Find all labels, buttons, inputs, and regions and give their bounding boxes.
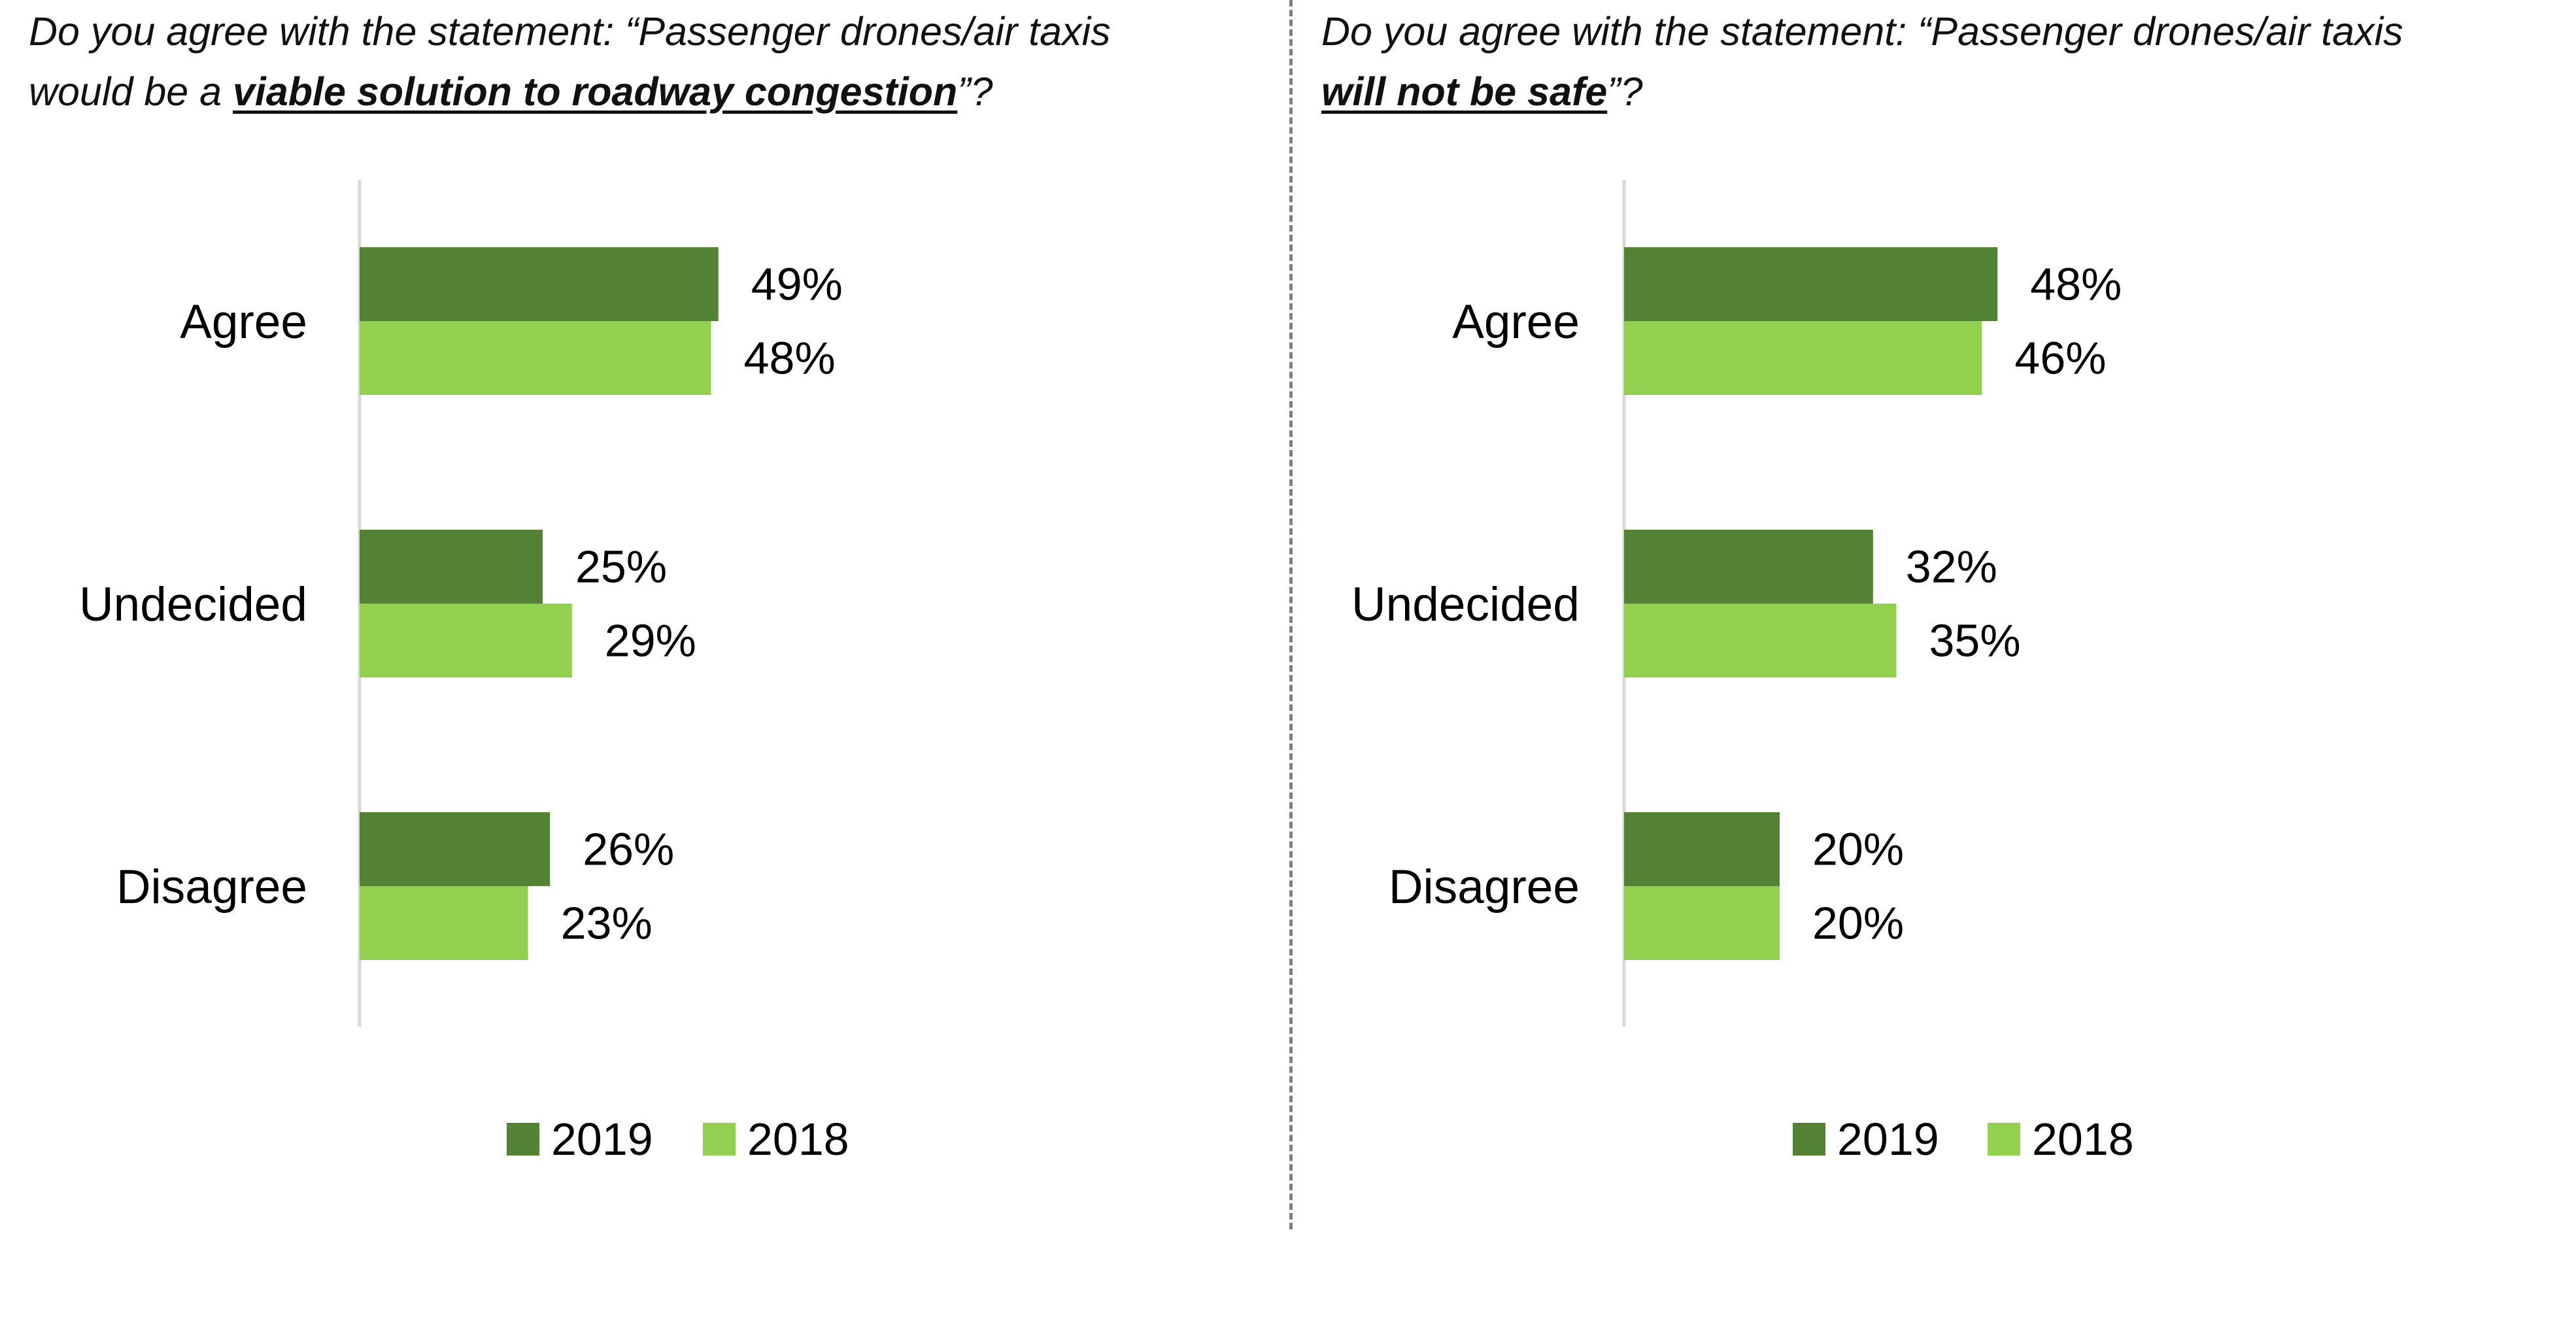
data-label-disagree-2019: 20% [1812,824,1904,875]
title-line1: Do you agree with the statement: “Passen… [29,9,1111,54]
bar-disagree-2018 [1624,886,1780,960]
bar-undecided-2018 [1624,604,1897,677]
data-label-disagree-2018: 20% [1812,898,1904,949]
bar-undecided-2018 [360,604,572,677]
data-label-undecided-2018: 35% [1929,615,2021,666]
legend-label-2018: 2018 [2032,1114,2134,1165]
data-label-agree-2019: 48% [2030,259,2122,310]
bar-agree-2019 [1624,247,1998,321]
category-label-agree: Agree [1452,296,1580,349]
category-label-disagree: Disagree [116,861,307,914]
chart-title-left: Do you agree with the statement: “Passen… [29,1,1111,122]
data-label-agree-2019: 49% [751,259,843,310]
title-line2-start: would be a [29,69,233,114]
category-label-undecided: Undecided [1351,578,1580,631]
bar-undecided-2019 [1624,530,1873,604]
data-label-undecided-2019: 32% [1906,541,1997,592]
bar-chart-left: Agree 49% 48% Undecided 25% 29% Disagree 26% 23%… [79,180,849,1165]
category-label-undecided: Undecided [79,578,307,631]
title-emphasis: will not be safe [1321,69,1608,114]
bar-chart-right: Agree 48% 46% Undecided 32% 35% Disagree 20% 20%… [1351,180,2134,1165]
data-label-disagree-2018: 23% [561,898,652,949]
category-label-disagree: Disagree [1389,861,1580,914]
bar-disagree-2018 [360,886,528,960]
data-label-agree-2018: 46% [2014,333,2106,384]
legend-swatch-2019 [1793,1123,1825,1156]
panel-divider [1289,0,1293,1229]
legend-label-2019: 2019 [1837,1114,1939,1165]
legend-swatch-2018 [1988,1123,2020,1156]
bar-undecided-2019 [360,530,543,604]
legend-label-2019: 2019 [551,1114,653,1165]
title-line1: Do you agree with the statement: “Passen… [1321,9,2403,54]
title-emphasis: viable solution to roadway congestion [233,69,958,114]
legend-swatch-2018 [703,1123,736,1156]
title-end: ”? [957,69,993,114]
bar-agree-2018 [360,321,711,395]
legend-label-2018: 2018 [747,1114,849,1165]
data-label-disagree-2019: 26% [583,824,674,875]
bar-disagree-2019 [1624,812,1780,886]
bar-agree-2018 [1624,321,1982,395]
bar-disagree-2019 [360,812,551,886]
data-label-undecided-2018: 29% [605,615,696,666]
bar-agree-2019 [360,247,719,321]
chart-title-right: Do you agree with the statement: “Passen… [1321,1,2403,122]
data-label-undecided-2019: 25% [575,541,667,592]
data-label-agree-2018: 48% [744,333,836,384]
title-end: ”? [1607,69,1643,114]
legend-swatch-2019 [507,1123,539,1156]
category-label-agree: Agree [180,296,307,349]
